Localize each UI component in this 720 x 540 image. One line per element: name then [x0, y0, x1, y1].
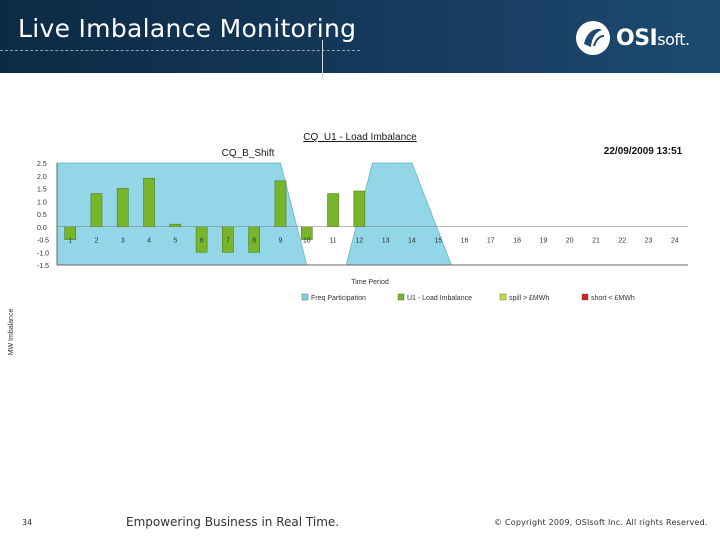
title-underline: [0, 50, 360, 51]
imbalance-chart: 2.52.01.51.00.50.0-0.5-1.0-1.51 2 3 4 5 6 7 8 9 1…: [8, 132, 688, 356]
y-tick-label: 0.5: [37, 212, 47, 219]
x-tick-label: 22: [618, 238, 626, 245]
y-tick-label: -1.5: [37, 263, 49, 270]
imbalance-bar: [116, 188, 129, 228]
logo-wordmark-suffix: soft.: [657, 29, 690, 49]
guide-line-1: [322, 40, 323, 78]
x-tick-label: 19: [539, 238, 547, 245]
y-tick-label: -1.0: [37, 250, 49, 257]
slide-title: Live Imbalance Monitoring: [18, 14, 357, 43]
chart-timestamp: 22/09/2009 13:51: [604, 146, 683, 157]
y-axis-label: MW Imbalance: [8, 309, 15, 356]
x-tick-label: 8: [252, 238, 256, 245]
legend-swatch: [499, 293, 507, 301]
x-tick-label: 4: [147, 238, 151, 245]
x-tick-label: 3: [121, 238, 125, 245]
legend-label: spill > £MWh: [509, 295, 549, 302]
imbalance-bars: [64, 177, 366, 253]
chart-axes: 2.52.01.51.00.50.0-0.5-1.0-1.51 2 3 4 5 6 7 8 9 1…: [37, 161, 688, 270]
chart-title: CQ_U1 - Load Imbalance: [303, 132, 417, 143]
chart-subtitle: CQ_B_Shift: [222, 148, 275, 159]
y-tick-label: 0.0: [37, 225, 47, 232]
x-tick-label: 1: [68, 238, 72, 245]
x-tick-label: 16: [461, 238, 469, 245]
x-tick-label: 21: [592, 238, 600, 245]
logo-wordmark-main: OSI: [616, 25, 658, 51]
x-tick-label: 7: [226, 238, 230, 245]
y-tick-label: 2.0: [37, 174, 47, 181]
imbalance-bar: [90, 193, 103, 228]
legend-label: short < £MWh: [591, 295, 635, 302]
imbalance-bar: [327, 193, 339, 228]
imbalance-bar: [274, 180, 287, 228]
x-tick-label: 13: [382, 238, 390, 245]
page-number: 34: [22, 518, 33, 527]
x-tick-label: 15: [434, 238, 442, 245]
x-tick-label: 11: [329, 238, 336, 245]
x-axis-label: Time Period: [351, 279, 389, 286]
x-tick-label: 2: [94, 238, 98, 245]
logo-wordmark: OSIsoft.: [616, 26, 690, 51]
x-tick-label: 10: [303, 238, 311, 245]
x-tick-label: 9: [279, 238, 283, 245]
x-tick-label: 12: [355, 238, 363, 245]
x-tick-label: 20: [566, 238, 574, 245]
y-tick-label: 1.0: [37, 199, 47, 206]
legend-label: U1 - Load Imbalance: [407, 295, 472, 302]
x-tick-label: 5: [173, 238, 177, 245]
y-tick-label: 1.5: [37, 187, 47, 194]
imbalance-bar: [143, 177, 155, 228]
x-tick-label: 17: [487, 238, 495, 245]
chart-legend: Freq Participation U1 - Load Imbalance spi…: [301, 293, 635, 302]
legend-swatch: [581, 293, 589, 301]
imbalance-bar: [169, 223, 182, 228]
imbalance-bar: [353, 190, 366, 228]
x-tick-label: 23: [645, 238, 653, 245]
osisoft-logo: OSIsoft.: [574, 18, 694, 58]
legend-swatch: [397, 293, 405, 301]
legend-swatch: [301, 293, 309, 301]
osisoft-emblem-icon: [576, 21, 610, 55]
x-tick-label: 14: [408, 238, 416, 245]
header-bar: Live Imbalance Monitoring OSIsoft.: [0, 0, 720, 73]
legend-label: Freq Participation: [311, 295, 366, 302]
x-tick-label: 6: [200, 238, 204, 245]
x-tick-label: 18: [513, 238, 521, 245]
y-tick-label: -0.5: [37, 238, 49, 245]
x-tick-label: 24: [671, 238, 679, 245]
footer-copyright: © Copyright 2009, OSIsoft Inc. All right…: [494, 518, 708, 527]
y-tick-label: 2.5: [37, 161, 47, 168]
footer-tagline: Empowering Business in Real Time.: [126, 515, 340, 529]
